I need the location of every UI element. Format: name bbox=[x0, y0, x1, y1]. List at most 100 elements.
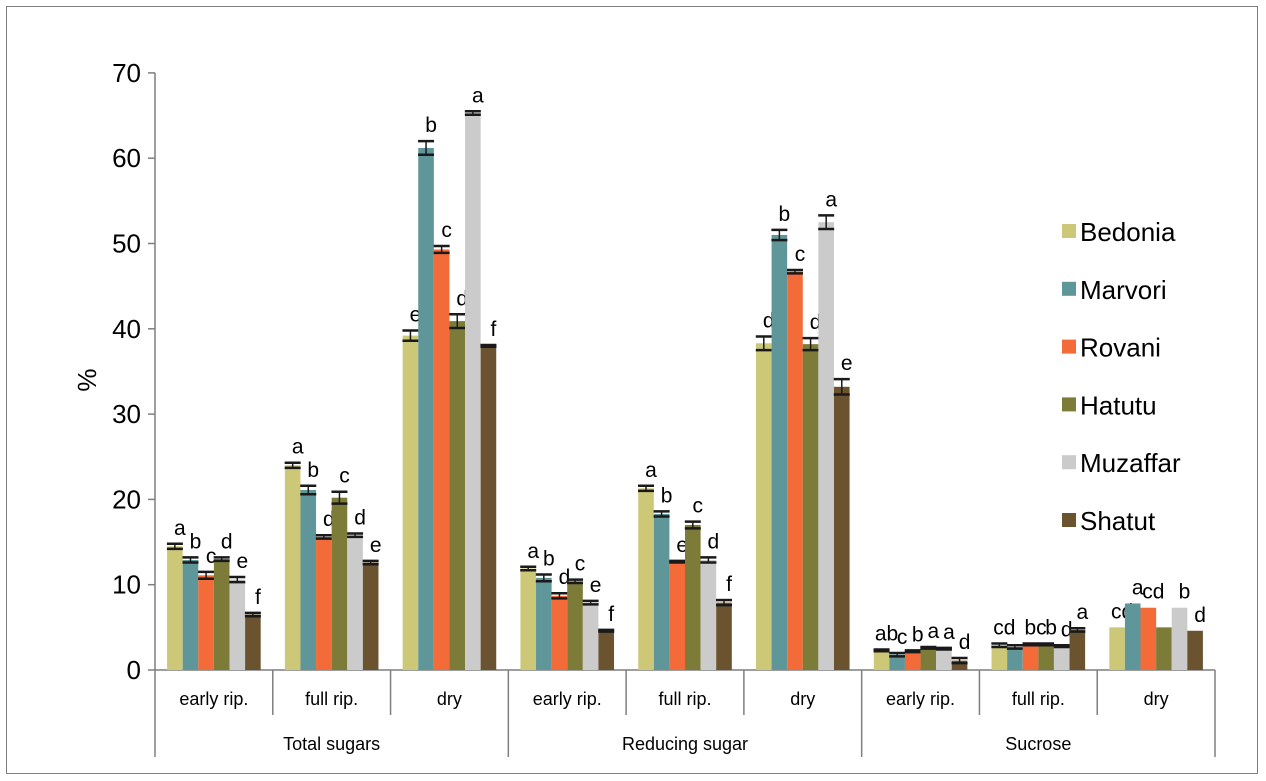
bar-marvori bbox=[300, 490, 317, 670]
significance-label: e bbox=[590, 574, 602, 597]
y-tick-label: 70 bbox=[112, 58, 141, 88]
significance-label: b bbox=[661, 484, 673, 507]
y-tick-label: 50 bbox=[112, 229, 141, 259]
bar-muzaffar bbox=[465, 112, 481, 671]
bar-marvori bbox=[536, 577, 552, 670]
bar-hatutu bbox=[331, 497, 348, 670]
bar-bedonia bbox=[991, 645, 1008, 670]
bar-marvori bbox=[1124, 603, 1141, 670]
bar-hatutu bbox=[449, 321, 466, 670]
significance-label: b bbox=[1179, 581, 1191, 604]
y-tick-label: 10 bbox=[112, 570, 141, 600]
x-tick-label: dry bbox=[437, 689, 462, 709]
significance-label: b bbox=[912, 623, 924, 646]
bar-muzaffar bbox=[1053, 646, 1070, 670]
bar-marvori bbox=[771, 234, 788, 670]
significance-label: c bbox=[693, 495, 704, 518]
x-tick-label: full rip. bbox=[1012, 689, 1065, 709]
bar-rovani bbox=[669, 561, 685, 670]
x-tick-label: full rip. bbox=[305, 689, 358, 709]
bar-rovani bbox=[904, 651, 921, 670]
significance-label: d bbox=[763, 309, 775, 332]
significance-label: d bbox=[1061, 618, 1073, 641]
significance-label: c bbox=[795, 243, 806, 266]
x-tick-label: dry bbox=[1144, 689, 1169, 709]
significance-label: a bbox=[928, 620, 940, 643]
significance-label: d bbox=[354, 507, 366, 530]
bar-rovani bbox=[198, 575, 214, 670]
bar-bedonia bbox=[873, 650, 890, 670]
bar-rovani bbox=[433, 249, 450, 670]
bar-muzaffar bbox=[347, 535, 363, 670]
significance-label: b bbox=[779, 203, 791, 226]
y-tick-label: 30 bbox=[112, 399, 141, 429]
bar-shatut bbox=[1187, 630, 1203, 670]
significance-label: d bbox=[1194, 604, 1206, 627]
significance-label: c bbox=[206, 545, 217, 568]
significance-label: b bbox=[1045, 617, 1057, 640]
bar-rovani bbox=[1140, 607, 1157, 670]
significance-label: cd bbox=[1142, 581, 1164, 604]
significance-label: d bbox=[708, 530, 720, 553]
significance-label: e bbox=[236, 550, 248, 573]
legend-swatch bbox=[1062, 397, 1076, 412]
significance-label: a bbox=[645, 459, 657, 482]
significance-label: d bbox=[559, 566, 571, 589]
significance-label: e bbox=[676, 534, 688, 557]
significance-label: d bbox=[221, 530, 233, 553]
y-axis-label: % bbox=[72, 368, 102, 391]
bar-shatut bbox=[833, 386, 850, 670]
significance-label: b bbox=[425, 114, 437, 137]
significance-label: a bbox=[174, 517, 186, 540]
significance-label: c bbox=[897, 626, 908, 649]
x-tick-label: early rip. bbox=[533, 689, 602, 709]
significance-label: a bbox=[825, 188, 837, 211]
legend-label: Hatutu bbox=[1080, 390, 1157, 420]
bar-hatutu bbox=[920, 647, 937, 670]
significance-label: b bbox=[307, 459, 319, 482]
significance-label: e bbox=[410, 304, 422, 327]
significance-label: a bbox=[1076, 601, 1088, 624]
significance-label: c bbox=[575, 553, 586, 576]
significance-label: f bbox=[608, 603, 614, 626]
bar-hatutu bbox=[685, 524, 701, 670]
significance-label: e bbox=[841, 352, 853, 375]
bar-marvori bbox=[889, 654, 905, 670]
bar-rovani bbox=[551, 595, 568, 670]
bar-marvori bbox=[653, 513, 670, 670]
x-tick-label: early rip. bbox=[886, 689, 955, 709]
bar-marvori bbox=[1007, 646, 1023, 670]
significance-label: ab bbox=[875, 623, 898, 646]
bar-muzaffar bbox=[229, 579, 246, 670]
bar-hatutu bbox=[1156, 627, 1172, 670]
legend-swatch bbox=[1062, 455, 1076, 470]
bar-bedonia bbox=[402, 335, 419, 670]
bar-bedonia bbox=[638, 488, 654, 670]
bar-bedonia bbox=[1109, 627, 1125, 670]
legend-swatch bbox=[1062, 281, 1076, 296]
significance-label: d bbox=[456, 287, 468, 310]
y-tick-label: 0 bbox=[127, 655, 141, 685]
significance-label: f bbox=[255, 586, 261, 609]
significance-label: a bbox=[472, 84, 484, 107]
y-tick-label: 20 bbox=[112, 484, 141, 514]
significance-label: d bbox=[323, 508, 335, 531]
x-group-label: Reducing sugar bbox=[622, 734, 748, 754]
bar-rovani bbox=[316, 536, 332, 670]
bar-muzaffar bbox=[818, 222, 834, 671]
significance-label: f bbox=[726, 573, 732, 596]
bar-bedonia bbox=[167, 546, 183, 670]
bar-muzaffar bbox=[1171, 607, 1188, 670]
significance-label: b bbox=[190, 530, 202, 553]
legend-swatch bbox=[1062, 339, 1076, 354]
bar-rovani bbox=[1022, 644, 1039, 670]
bar-muzaffar bbox=[936, 648, 952, 670]
y-tick-label: 40 bbox=[112, 314, 141, 344]
significance-label: f bbox=[491, 318, 497, 341]
bar-shatut bbox=[598, 630, 615, 670]
significance-label: e bbox=[370, 534, 382, 557]
x-group-label: Total sugars bbox=[283, 734, 380, 754]
legend-label: Rovani bbox=[1080, 333, 1161, 363]
x-tick-label: early rip. bbox=[179, 689, 248, 709]
significance-label: a bbox=[1132, 576, 1144, 599]
